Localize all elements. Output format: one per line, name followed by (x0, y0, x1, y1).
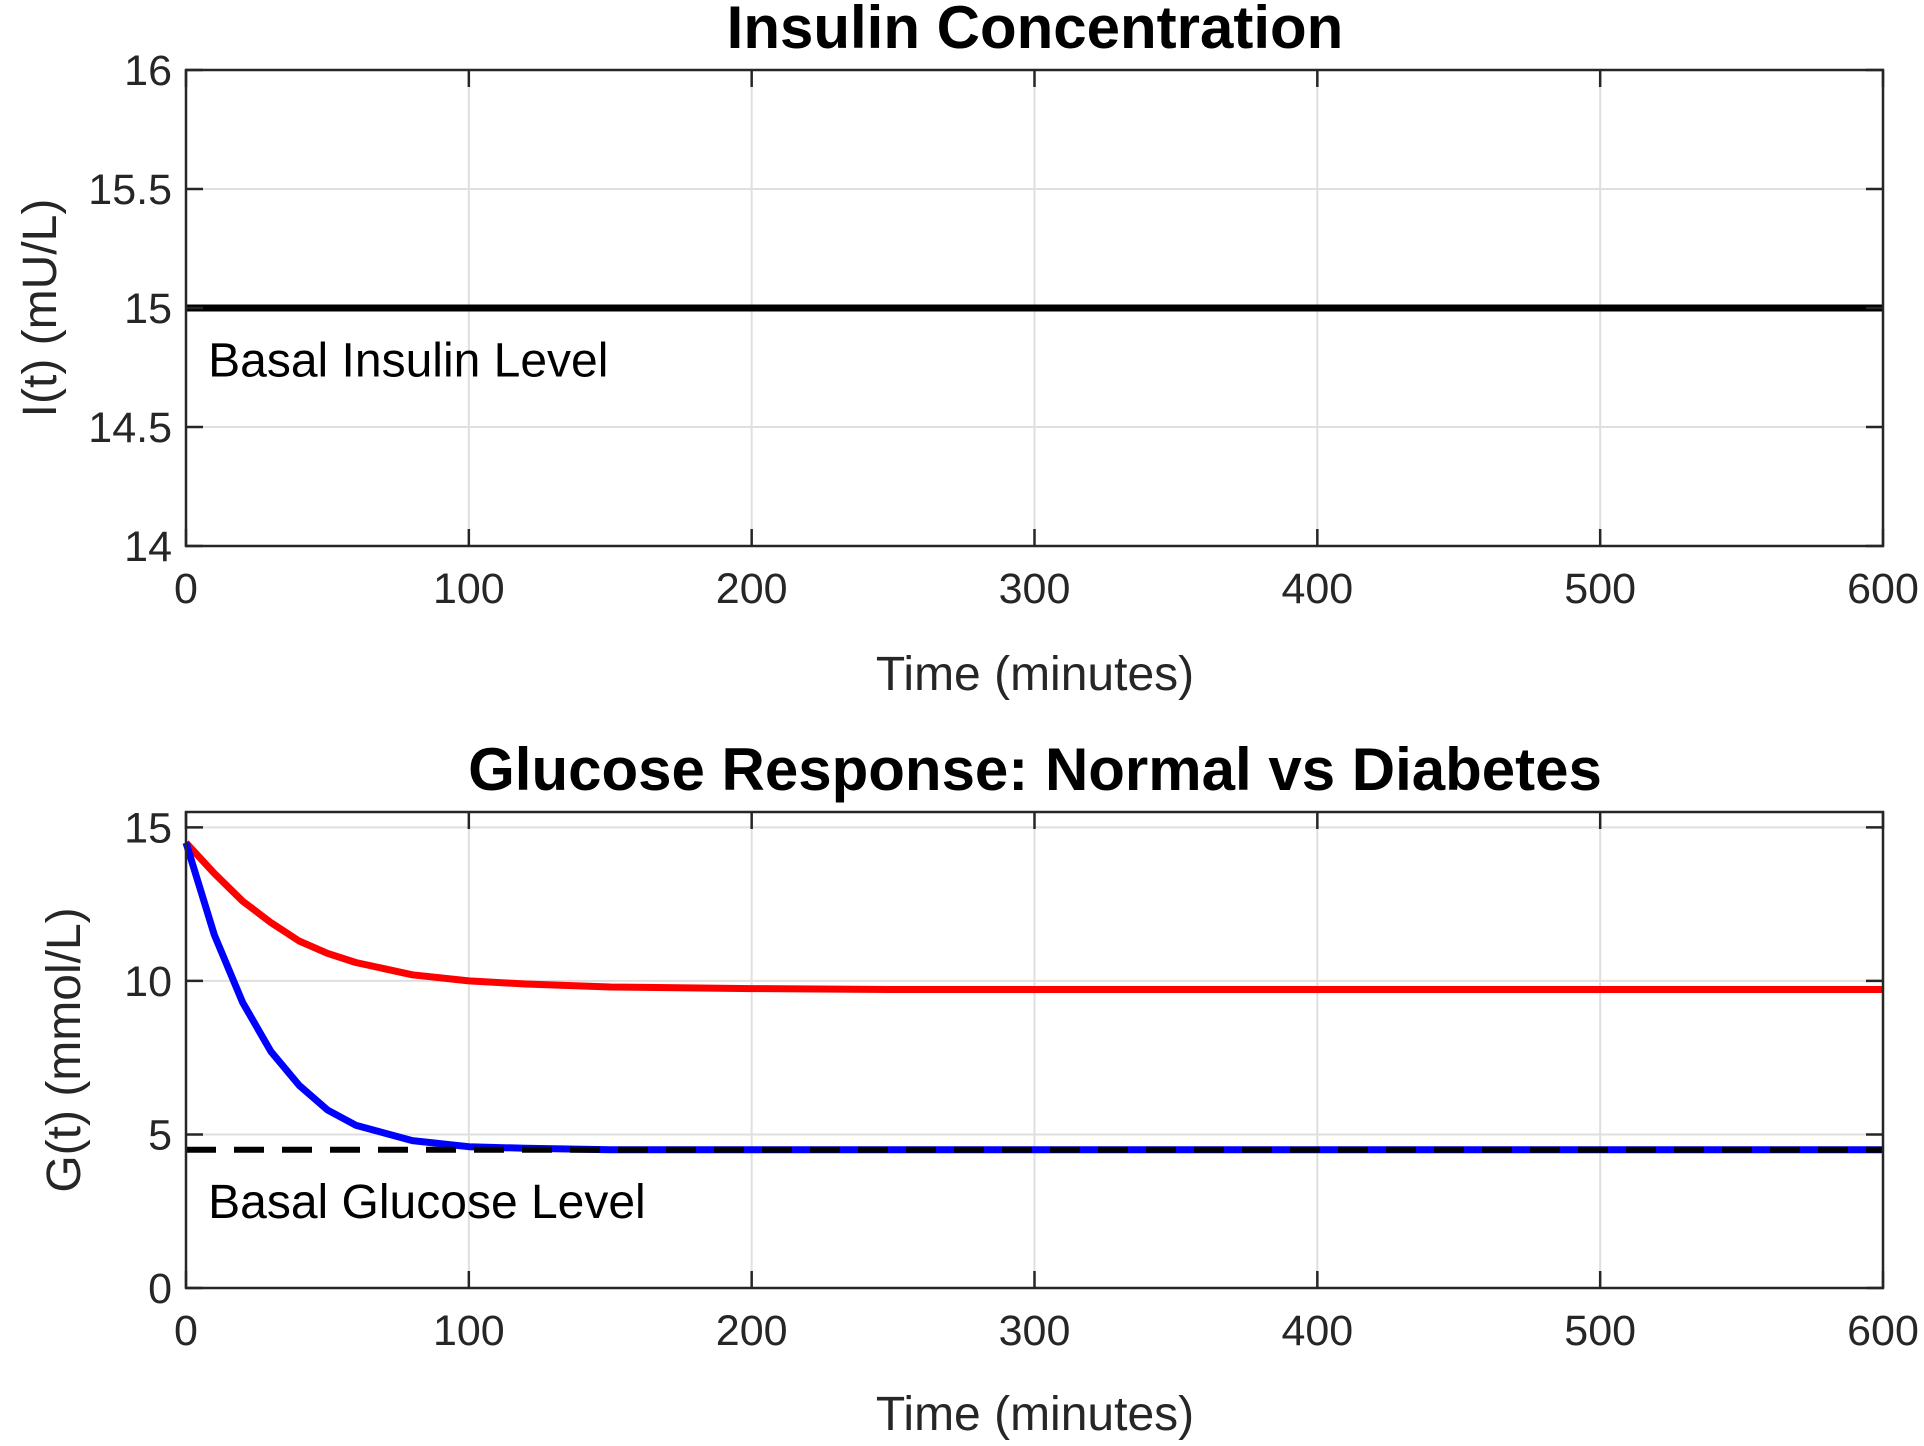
glucose-chart: Glucose Response: Normal vs Diabetes 0 10… (38, 736, 1919, 1441)
insulin-annotation: Basal Insulin Level (208, 334, 608, 387)
glucose-x-tick-label: 300 (999, 1307, 1071, 1355)
insulin-y-tick-label: 15 (124, 285, 172, 333)
insulin-chart-title: Insulin Concentration (727, 0, 1344, 61)
glucose-x-axis-label: Time (minutes) (876, 1388, 1194, 1441)
glucose-x-tick-label: 500 (1564, 1307, 1636, 1355)
glucose-y-tick-label: 5 (148, 1111, 172, 1159)
insulin-y-tick-label: 16 (124, 47, 172, 95)
glucose-chart-title: Glucose Response: Normal vs Diabetes (468, 736, 1602, 803)
insulin-x-tick-label: 500 (1564, 565, 1636, 613)
insulin-x-tick-label: 600 (1847, 565, 1919, 613)
insulin-x-tick-label: 200 (716, 565, 788, 613)
glucose-y-tick-label: 15 (124, 804, 172, 852)
glucose-x-tick-label: 400 (1281, 1307, 1353, 1355)
insulin-x-tick-label: 100 (433, 565, 505, 613)
glucose-y-axis-label: G(t) (mmol/L) (38, 907, 91, 1192)
glucose-x-tick-label: 100 (433, 1307, 505, 1355)
insulin-y-axis-label: I(t) (mU/L) (14, 199, 67, 418)
insulin-x-tick-label: 300 (999, 565, 1071, 613)
insulin-y-tick-label: 14 (124, 523, 172, 571)
glucose-x-tick-label: 200 (716, 1307, 788, 1355)
glucose-y-tick-label: 10 (124, 958, 172, 1006)
insulin-x-tick-label: 400 (1281, 565, 1353, 613)
glucose-x-tick-label: 600 (1847, 1307, 1919, 1355)
glucose-annotation: Basal Glucose Level (208, 1176, 646, 1229)
glucose-x-tick-label: 0 (174, 1307, 198, 1355)
insulin-x-tick-label: 0 (174, 565, 198, 613)
glucose-series-diabetes (183, 840, 1883, 993)
glucose-y-tick-label: 0 (148, 1265, 172, 1313)
insulin-chart: Insulin Concentration 0 100 200 300 400 500 60… (14, 0, 1919, 701)
insulin-x-axis-label: Time (minutes) (876, 648, 1194, 701)
insulin-y-tick-label: 14.5 (88, 404, 172, 452)
insulin-y-tick-label: 15.5 (88, 166, 172, 214)
